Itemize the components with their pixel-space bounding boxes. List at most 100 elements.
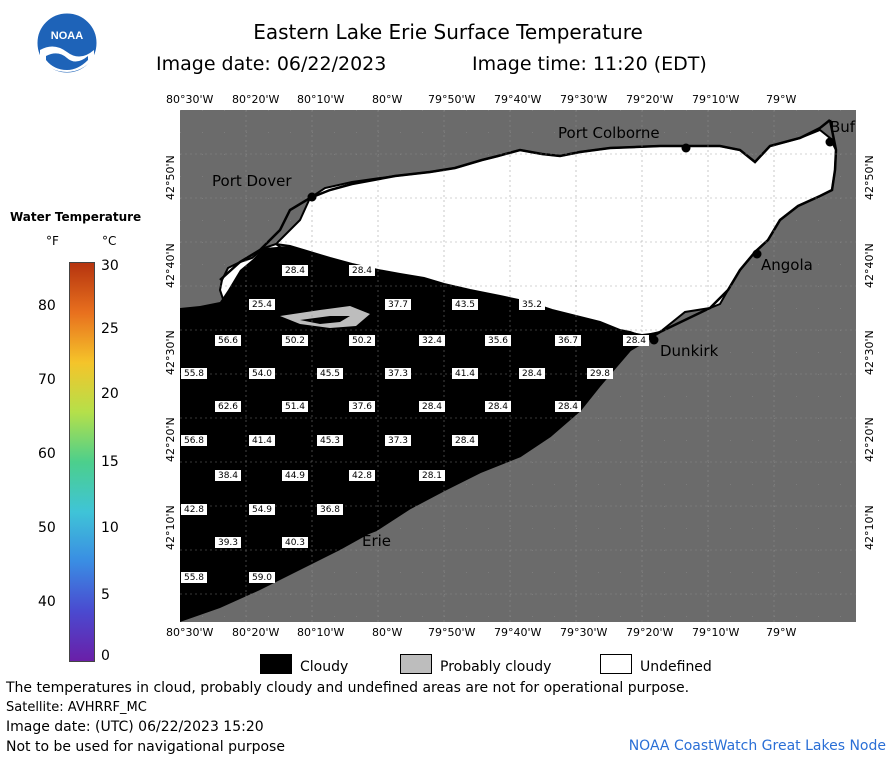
svg-text:38.4: 38.4 (218, 471, 238, 481)
temperature-label: 51.4 (282, 401, 308, 412)
temperature-label: 45.3 (317, 435, 343, 446)
svg-text:50.2: 50.2 (352, 336, 372, 346)
satellite-info: Satellite: AVHRRF_MC (6, 700, 147, 715)
lon-label-bottom: 79°50'W (428, 626, 476, 639)
svg-text:28.4: 28.4 (558, 402, 578, 412)
temperature-label: 37.6 (349, 401, 375, 412)
svg-text:45.5: 45.5 (320, 369, 340, 379)
temperature-label: 28.4 (452, 435, 478, 446)
svg-text:29.8: 29.8 (590, 369, 610, 379)
temperature-label: 28.4 (349, 265, 375, 276)
temperature-labels: 28.4 28.4 25.4 37.7 43.5 35.2 56.6 50.2 50.2 32.4… (181, 265, 649, 583)
city-label: Buf (830, 118, 856, 136)
temperature-label: 25.4 (249, 299, 275, 310)
f-tick-label: 80 (38, 298, 56, 314)
temperature-label: 37.3 (385, 435, 411, 446)
lat-label-left: 42°20'N (164, 417, 177, 462)
svg-text:37.7: 37.7 (388, 300, 408, 310)
probably-cloudy-label: Probably cloudy (440, 659, 552, 675)
svg-text:56.6: 56.6 (218, 336, 238, 346)
svg-text:45.3: 45.3 (320, 436, 340, 446)
c-tick-label: 10 (101, 520, 119, 536)
svg-text:54.0: 54.0 (252, 369, 272, 379)
image-time: Image time: 11:20 (EDT) (472, 53, 707, 75)
temperature-label: 36.8 (317, 504, 343, 515)
image-date: Image date: 06/22/2023 (156, 53, 387, 75)
temperature-label: 28.4 (485, 401, 511, 412)
map-title: Eastern Lake Erie Surface Temperature (253, 20, 643, 44)
f-tick-label: 50 (38, 520, 56, 536)
svg-text:55.8: 55.8 (184, 369, 204, 379)
lon-label-top: 79°50'W (428, 93, 476, 106)
lat-label-right: 42°10'N (863, 505, 876, 550)
lon-label-bottom: 79°40'W (494, 626, 542, 639)
utc-image-date: Image date: (UTC) 06/22/2023 15:20 (6, 719, 264, 735)
svg-text:51.4: 51.4 (285, 402, 305, 412)
svg-text:32.4: 32.4 (422, 336, 442, 346)
temperature-label: 42.8 (349, 470, 375, 481)
f-tick-label: 70 (38, 372, 56, 388)
temperature-colorbar (69, 262, 95, 662)
svg-text:37.3: 37.3 (388, 369, 408, 379)
svg-text:28.4: 28.4 (488, 402, 508, 412)
temperature-label: 37.3 (385, 368, 411, 379)
temperature-label: 28.4 (555, 401, 581, 412)
svg-text:42.8: 42.8 (184, 505, 204, 515)
temperature-label: 56.6 (215, 335, 241, 346)
lon-label-bottom: 79°20'W (626, 626, 674, 639)
temperature-label: 35.6 (485, 335, 511, 346)
svg-text:62.6: 62.6 (218, 402, 238, 412)
city-dot-erie (353, 525, 363, 535)
c-tick-label: 0 (101, 648, 110, 664)
lat-label-right: 42°30'N (863, 330, 876, 375)
temperature-label: 56.8 (181, 435, 207, 446)
lon-label-top: 79°20'W (626, 93, 674, 106)
svg-text:39.3: 39.3 (218, 538, 238, 548)
svg-text:43.5: 43.5 (455, 300, 475, 310)
temperature-label: 40.3 (282, 537, 308, 548)
legend-unit-f: °F (46, 234, 59, 248)
svg-text:40.3: 40.3 (285, 538, 305, 548)
svg-text:54.9: 54.9 (252, 505, 272, 515)
c-tick-label: 15 (101, 454, 119, 470)
temperature-label: 28.4 (623, 335, 649, 346)
f-tick-label: 60 (38, 446, 56, 462)
probably-cloudy-swatch (400, 654, 432, 674)
temperature-label: 44.9 (282, 470, 308, 481)
city-dot-dunkirk (649, 335, 659, 345)
temperature-label: 29.8 (587, 368, 613, 379)
lat-label-left: 42°40'N (164, 243, 177, 288)
svg-text:28.4: 28.4 (422, 402, 442, 412)
svg-text:28.4: 28.4 (626, 336, 646, 346)
temperature-label: 37.7 (385, 299, 411, 310)
temperature-label: 62.6 (215, 401, 241, 412)
lon-label-bottom: 79°10'W (692, 626, 740, 639)
undefined-swatch (600, 654, 632, 674)
temperature-label: 55.8 (181, 572, 207, 583)
city-label: Erie (362, 532, 391, 550)
lon-label-bottom: 80°10'W (297, 626, 345, 639)
lat-label-left: 42°30'N (164, 330, 177, 375)
temperature-label: 38.4 (215, 470, 241, 481)
lat-label-right: 42°20'N (863, 417, 876, 462)
svg-text:35.6: 35.6 (488, 336, 508, 346)
temperature-label: 59.0 (249, 572, 275, 583)
lon-label-bottom: 80°W (372, 626, 403, 639)
svg-text:55.8: 55.8 (184, 573, 204, 583)
temperature-label: 28.1 (419, 470, 445, 481)
temperature-label: 45.5 (317, 368, 343, 379)
svg-text:42.8: 42.8 (352, 471, 372, 481)
lake-map: Port Dover Port Colborne Buf Angola Dunk… (180, 110, 856, 622)
noaa-logo-text: NOAA (51, 30, 83, 42)
svg-text:44.9: 44.9 (285, 471, 305, 481)
c-tick-label: 30 (101, 258, 119, 274)
c-tick-label: 5 (101, 587, 110, 603)
temperature-label: 32.4 (419, 335, 445, 346)
temperature-label: 28.4 (282, 265, 308, 276)
lon-label-top: 80°W (372, 93, 403, 106)
temperature-label: 55.8 (181, 368, 207, 379)
lon-label-top: 79°10'W (692, 93, 740, 106)
temperature-label: 35.2 (519, 299, 545, 310)
svg-text:35.2: 35.2 (522, 300, 542, 310)
svg-text:28.4: 28.4 (455, 436, 475, 446)
